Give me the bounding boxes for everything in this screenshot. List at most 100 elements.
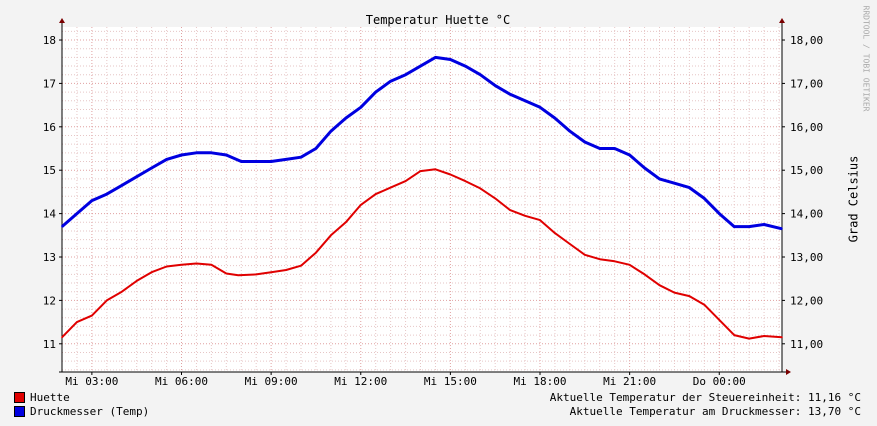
data-point-druckmesser bbox=[389, 80, 392, 83]
data-point-druckmesser bbox=[374, 91, 377, 93]
left-axis-arrow bbox=[59, 18, 65, 23]
data-point-huette bbox=[330, 234, 332, 237]
y-tick-label-right: 13,00 bbox=[790, 251, 823, 264]
data-point-huette bbox=[300, 264, 302, 267]
data-point-huette bbox=[703, 303, 706, 306]
data-point-huette bbox=[613, 260, 616, 263]
data-point-druckmesser bbox=[763, 223, 765, 226]
data-point-druckmesser bbox=[345, 117, 347, 119]
data-point-druckmesser bbox=[180, 154, 183, 156]
data-point-huette bbox=[509, 209, 511, 211]
legend-swatch-huette bbox=[14, 392, 25, 403]
y-tick-label-left: 17 bbox=[43, 77, 56, 90]
data-point-druckmesser bbox=[315, 147, 317, 150]
data-point-druckmesser bbox=[584, 141, 586, 143]
data-point-druckmesser bbox=[106, 193, 108, 195]
data-point-huette bbox=[180, 264, 183, 266]
x-tick-label: Mi 15:00 bbox=[424, 375, 477, 388]
data-point-huette bbox=[479, 187, 482, 190]
data-point-huette bbox=[61, 336, 63, 339]
data-point-druckmesser bbox=[210, 152, 213, 154]
data-point-huette bbox=[494, 197, 496, 200]
data-point-huette bbox=[285, 269, 287, 271]
data-point-huette bbox=[763, 335, 765, 337]
tick-labels: 11 11,00 12 12,00 13 13,00 14 14,00 15 15,00 16 16,… bbox=[43, 34, 823, 388]
y-tick-label-right: 18,00 bbox=[790, 34, 823, 47]
data-point-huette bbox=[598, 258, 601, 260]
right-axis-label: Grad Celsius bbox=[846, 155, 861, 243]
status-druckmesser: Aktuelle Temperatur am Druckmesser: 13,7… bbox=[569, 405, 861, 418]
y-tick-label-left: 16 bbox=[43, 121, 56, 134]
data-point-huette bbox=[404, 180, 407, 182]
data-point-huette bbox=[389, 186, 392, 189]
data-point-huette bbox=[76, 321, 78, 323]
data-point-huette bbox=[345, 221, 347, 224]
y-tick-label-left: 14 bbox=[43, 208, 57, 221]
y-tick-label-right: 14,00 bbox=[790, 208, 823, 221]
data-point-huette bbox=[449, 173, 452, 176]
legend-swatch-druckmesser bbox=[14, 406, 25, 417]
data-point-druckmesser bbox=[225, 154, 228, 156]
data-point-huette bbox=[464, 180, 467, 182]
data-point-druckmesser bbox=[359, 106, 362, 109]
x-tick-label: Mi 03:00 bbox=[65, 375, 118, 388]
data-point-druckmesser bbox=[673, 182, 676, 185]
data-point-druckmesser bbox=[554, 117, 556, 119]
data-point-huette bbox=[658, 284, 661, 287]
rrdtool-watermark: RRDTOOL / TOBI OETIKER bbox=[861, 5, 871, 112]
data-point-huette bbox=[718, 319, 721, 321]
data-point-druckmesser bbox=[613, 147, 616, 150]
legend-item-huette: Huette bbox=[14, 391, 70, 404]
data-point-druckmesser bbox=[781, 227, 783, 230]
data-point-huette bbox=[524, 214, 526, 217]
chart-title: Temperatur Huette °C bbox=[366, 13, 511, 27]
data-point-huette bbox=[120, 290, 123, 293]
grid bbox=[61, 27, 782, 372]
legend-item-druckmesser: Druckmesser (Temp) bbox=[14, 405, 149, 418]
data-point-huette bbox=[91, 314, 93, 317]
data-point-druckmesser bbox=[419, 65, 422, 67]
x-axis-arrow bbox=[786, 369, 791, 375]
data-point-druckmesser bbox=[539, 106, 541, 109]
x-tick-label: Mi 21:00 bbox=[603, 375, 656, 388]
y-tick-label-left: 13 bbox=[43, 251, 56, 264]
data-point-druckmesser bbox=[688, 186, 691, 189]
data-point-druckmesser bbox=[628, 154, 631, 156]
data-point-druckmesser bbox=[300, 156, 302, 158]
data-point-huette bbox=[434, 168, 437, 171]
data-point-huette bbox=[374, 193, 377, 195]
data-point-huette bbox=[165, 265, 168, 268]
y-tick-label-right: 11,00 bbox=[790, 338, 823, 351]
data-point-druckmesser bbox=[449, 58, 452, 61]
data-point-huette bbox=[106, 299, 108, 302]
data-point-huette bbox=[359, 204, 362, 206]
data-point-huette bbox=[315, 251, 317, 254]
data-point-druckmesser bbox=[404, 73, 407, 76]
legend-label-huette: Huette bbox=[30, 391, 70, 404]
data-point-huette bbox=[225, 272, 228, 275]
data-point-huette bbox=[255, 273, 257, 276]
x-tick-label: Do 00:00 bbox=[693, 375, 746, 388]
y-tick-label-left: 18 bbox=[43, 34, 56, 47]
legend-label-druckmesser: Druckmesser (Temp) bbox=[30, 405, 150, 418]
data-point-huette bbox=[584, 254, 586, 256]
data-point-huette bbox=[688, 295, 691, 297]
data-point-huette bbox=[419, 170, 422, 172]
data-point-huette bbox=[628, 264, 631, 266]
data-point-druckmesser bbox=[91, 199, 93, 202]
data-point-huette bbox=[210, 264, 213, 266]
data-point-druckmesser bbox=[598, 147, 601, 150]
data-point-druckmesser bbox=[120, 184, 123, 187]
x-tick-label: Mi 06:00 bbox=[155, 375, 208, 388]
data-point-huette bbox=[733, 334, 735, 336]
data-point-druckmesser bbox=[479, 73, 482, 76]
data-point-huette bbox=[270, 271, 272, 273]
data-point-huette bbox=[748, 337, 750, 340]
x-tick-label: Mi 18:00 bbox=[514, 375, 567, 388]
data-point-druckmesser bbox=[748, 225, 750, 228]
right-axis-arrow bbox=[779, 18, 785, 23]
data-point-druckmesser bbox=[658, 178, 661, 180]
data-point-druckmesser bbox=[255, 160, 257, 163]
status-steuereinheit: Aktuelle Temperatur der Steuereinheit: 1… bbox=[549, 391, 861, 404]
